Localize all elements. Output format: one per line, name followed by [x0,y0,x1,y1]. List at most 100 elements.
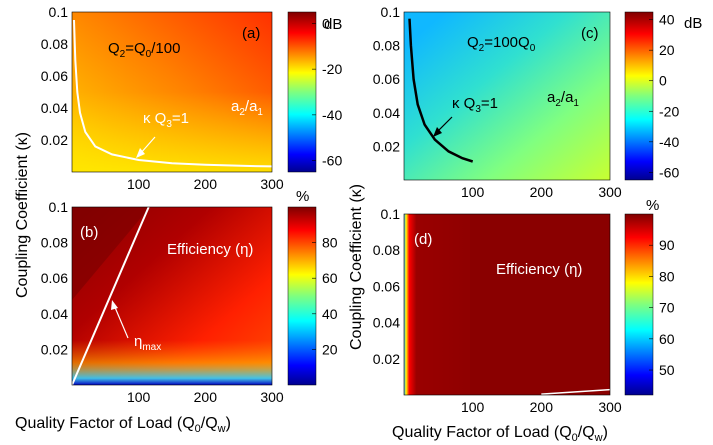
colorbar-tick-label: 0 [659,73,667,89]
xtick-label: 100 [461,399,485,415]
frame-d [403,213,611,396]
annotation-c: Q2=100Q0 [467,34,536,54]
ytick-label: 0.1 [381,4,401,20]
ytick-label: 0.04 [373,315,400,331]
xtick-label: 200 [194,176,218,192]
curve-a [73,19,273,168]
xlabel-right-text: Quality Factor of Load (Q [392,424,572,441]
panel-label-c: (c) [581,25,599,42]
xlabel-left: Quality Factor of Load (Q0/Qw) [15,415,231,435]
colorbar-d [624,213,654,396]
xlabel-left-text: Quality Factor of Load (Q [15,415,195,432]
heatmap-b-low [72,340,272,385]
ytick-label: 0.1 [49,4,69,20]
ylabel-right: Coupling Coefficient (κ) [348,184,365,350]
ytick-label: 0.06 [373,278,400,294]
ylabel-left: Coupling Coefficient (κ) [14,132,31,298]
ytick-label: 0.02 [41,341,68,357]
frame-c [403,11,611,181]
curve-label-a: κ Q3=1 [143,110,189,130]
ytick-label: 0.06 [41,270,68,286]
heatmap-b-dark [72,207,150,300]
frame-a [71,11,273,173]
xtick-label: 100 [127,176,151,192]
ytick-label: 0.04 [41,100,68,116]
xtick-label: 100 [127,389,151,405]
ytick-label: 0.06 [41,68,68,84]
heatmap-a-low [72,92,272,172]
colorbar-tick-label: -60 [322,153,342,169]
xtick-label: 300 [260,176,284,192]
ytick-label: 0.02 [41,132,68,148]
xtick-label: 200 [194,389,218,405]
colorbar-unit-a: dB [324,16,342,33]
colorbar-tick-label: 90 [659,237,675,253]
ytick-label: 0.08 [373,38,400,54]
colorbar-tick-label: 20 [659,42,675,58]
colorbar-tick-label: 40 [322,306,338,322]
colorbar-tick-label: 60 [659,331,675,347]
arrow-b [113,304,129,339]
panel-label-d: (d) [414,231,432,248]
ytick-label: 0.02 [373,351,400,367]
colorbar-tick-label: 60 [322,270,338,286]
ytick-label: 0.02 [373,138,400,154]
panel-c: 0.020.040.060.080.1 100 200 300 (c) Q2=100… [373,4,703,200]
arrowhead-a [136,148,145,158]
curve-c [408,18,474,163]
arrowhead-c [433,127,442,137]
arrow-c [436,116,453,133]
ratio-label-a: a2/a1 [231,98,263,118]
frame-b [71,206,273,386]
colorbar-tick-label: 50 [659,362,675,378]
xtick-label: 100 [461,184,485,200]
colorbar-c [624,11,654,181]
colorbar-tick-label: 40 [659,12,675,28]
colorbar-tick-label: 20 [322,341,338,357]
colorbar-tick-label: 80 [322,235,338,251]
panel-d: 0.02 0.04 0.06 0.08 0.1 100 200 300 (d) Effici… [373,197,675,415]
colorbar-a [287,11,317,173]
xtick-label: 300 [598,399,622,415]
xtick-label: 300 [260,389,284,405]
heatmap-c [404,12,610,180]
colorbar-tick-label: 70 [659,300,675,316]
ratio-label-c: a2/a1 [547,89,579,109]
ytick-label: 0.08 [41,235,68,251]
ytick-label: 0.1 [381,206,401,222]
curve-b [71,206,150,386]
colorbar-unit-b: % [296,188,309,205]
ytick-label: 0.04 [41,306,68,322]
colorbar-tick-label: -20 [322,61,342,77]
panel-b: 0.02 0.04 0.06 0.08 0.1 100 200 300 (b) Effici… [41,188,338,405]
ytick-label: 0.1 [49,199,69,215]
panel-label-a: (a) [242,25,260,42]
panel-label-b: (b) [80,224,98,241]
colorbar-tick-label: 0 [322,15,330,31]
heatmap-d-band [470,214,610,395]
ytick-label: 0.06 [373,71,400,87]
panel-a: 0.02 0.04 0.06 0.08 0.1 100 200 300 (a) Q2=Q0/… [41,4,343,192]
arrowhead-b [111,300,118,310]
ytick-label: 0.04 [373,105,400,121]
xtick-label: 200 [530,399,554,415]
colorbar-b [287,206,317,386]
colorbar-unit-c: dB [684,15,702,32]
curve-d [541,388,611,395]
curve-label-c: κ Q3=1 [452,95,498,115]
colorbar-tick-label: -40 [659,134,679,150]
xtick-label: 200 [530,184,554,200]
colorbar-tick-label: -40 [322,107,342,123]
xtick-label: 300 [598,184,622,200]
annotation-d: Efficiency (η) [496,261,582,278]
colorbar-tick-label: -60 [659,164,679,180]
xlabel-right: Quality Factor of Load (Q0/Qw) [392,424,608,444]
annotation-a: Q2=Q0/100 [108,40,180,60]
annotation-b: Efficiency (η) [167,241,253,258]
colorbar-unit-d: % [646,197,659,214]
colorbar-tick-label: 80 [659,268,675,284]
colorbar-tick-label: -20 [659,103,679,119]
ytick-label: 0.08 [41,36,68,52]
ytick-label: 0.08 [373,242,400,258]
